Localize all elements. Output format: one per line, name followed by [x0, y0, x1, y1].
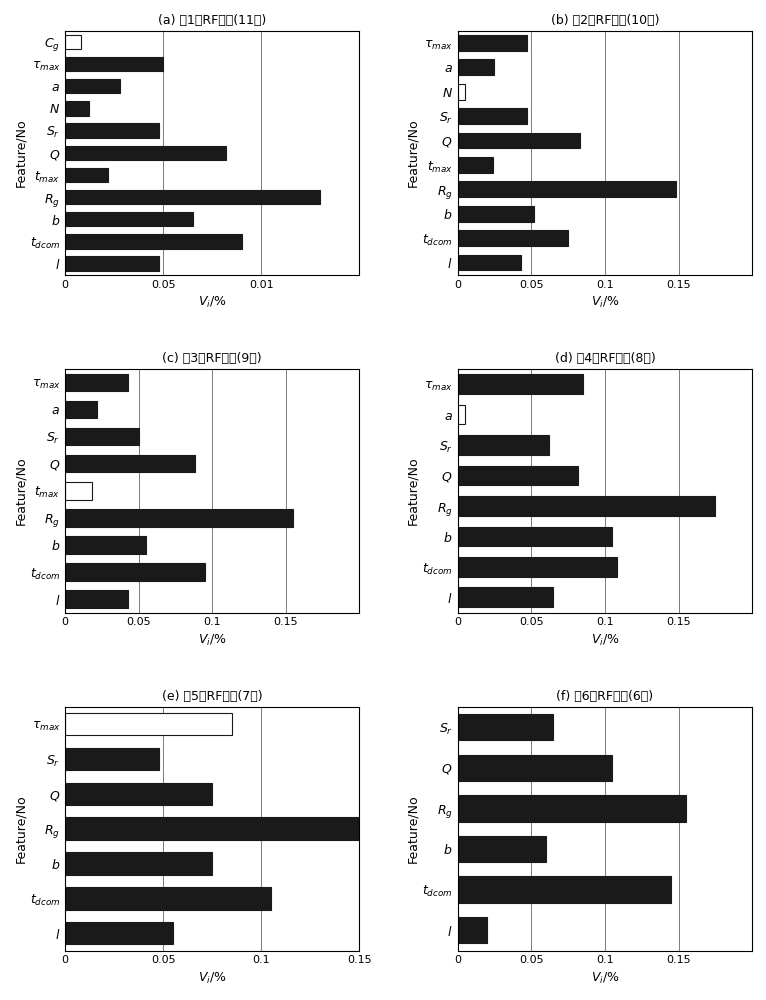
Bar [65, 783, 212, 805]
Bar [458, 466, 578, 485]
Bar [458, 59, 495, 75]
Title: (e) 第5轮RF试验(7维): (e) 第5轮RF试验(7维) [162, 690, 263, 703]
X-axis label: $V_i$/%: $V_i$/% [591, 295, 619, 310]
Bar [65, 852, 212, 875]
Bar [65, 482, 92, 500]
Bar [65, 35, 80, 49]
X-axis label: $V_i$/%: $V_i$/% [591, 633, 619, 648]
Bar [65, 374, 129, 391]
Bar [458, 557, 617, 577]
Bar [65, 401, 97, 418]
Bar [458, 435, 549, 455]
X-axis label: $V_i$/%: $V_i$/% [198, 633, 227, 648]
Bar [65, 455, 195, 472]
Bar [65, 146, 226, 160]
Title: (a) 第1轮RF试验(11维): (a) 第1轮RF试验(11维) [158, 14, 267, 27]
Y-axis label: Feature/No: Feature/No [14, 794, 27, 863]
Bar [458, 181, 676, 197]
Bar [65, 817, 369, 840]
Bar [65, 123, 159, 138]
Y-axis label: Feature/No: Feature/No [407, 456, 420, 525]
Bar [65, 190, 320, 204]
Bar [458, 255, 521, 270]
Bar [65, 887, 271, 910]
Title: (c) 第3轮RF试验(9维): (c) 第3轮RF试验(9维) [162, 352, 262, 365]
Bar [65, 509, 293, 527]
X-axis label: $V_i$/%: $V_i$/% [198, 295, 227, 310]
Bar [65, 79, 120, 93]
Bar [458, 876, 671, 903]
Bar [458, 108, 527, 124]
X-axis label: $V_i$/%: $V_i$/% [198, 971, 227, 986]
Bar [65, 212, 192, 226]
Bar [458, 795, 686, 822]
Bar [65, 713, 232, 735]
Bar [458, 405, 465, 424]
Bar [65, 256, 159, 271]
Bar [458, 84, 465, 100]
Bar [458, 587, 553, 607]
Bar [65, 922, 173, 944]
Bar [65, 57, 163, 71]
Bar [458, 836, 546, 862]
Bar [458, 714, 553, 740]
Y-axis label: Feature/No: Feature/No [407, 794, 420, 863]
Bar [65, 428, 139, 445]
Y-axis label: Feature/No: Feature/No [14, 456, 27, 525]
Bar [65, 536, 146, 554]
Title: (f) 第6轮RF试验(6维): (f) 第6轮RF试验(6维) [556, 690, 653, 703]
Bar [65, 101, 89, 116]
Bar [65, 590, 129, 608]
Bar [65, 748, 159, 770]
Title: (b) 第2轮RF试验(10维): (b) 第2轮RF试验(10维) [551, 14, 660, 27]
Bar [458, 133, 580, 148]
Bar [458, 917, 487, 943]
Title: (d) 第4轮RF试验(8维): (d) 第4轮RF试验(8维) [555, 352, 655, 365]
Y-axis label: Feature/No: Feature/No [14, 118, 27, 187]
Bar [458, 496, 715, 516]
Bar [65, 168, 108, 182]
Bar [458, 206, 534, 222]
Bar [458, 230, 568, 246]
Bar [458, 755, 612, 781]
Bar [65, 563, 205, 581]
Bar [458, 157, 493, 173]
X-axis label: $V_i$/%: $V_i$/% [591, 971, 619, 986]
Bar [458, 35, 527, 51]
Bar [458, 374, 583, 394]
Y-axis label: Feature/No: Feature/No [407, 118, 420, 187]
Bar [458, 527, 612, 546]
Bar [65, 234, 242, 249]
